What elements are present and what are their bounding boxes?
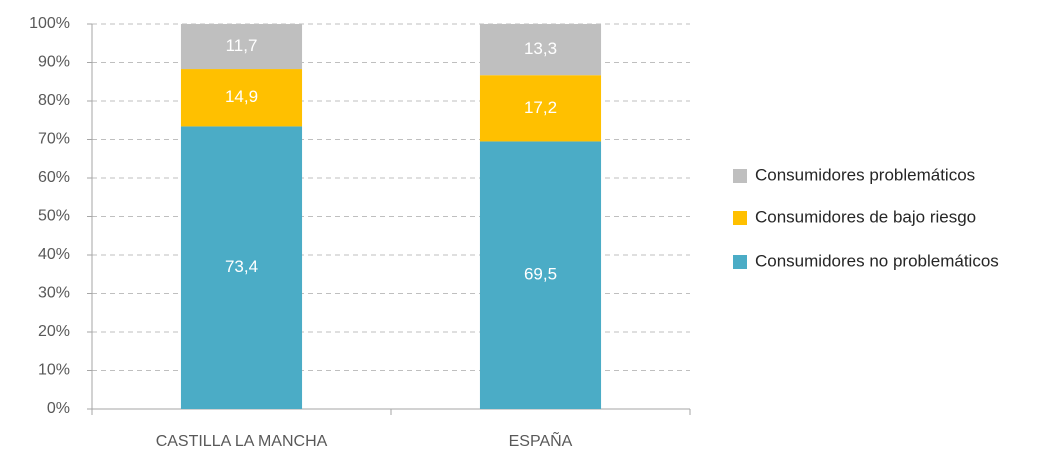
y-tick-label: 50% — [38, 208, 70, 225]
y-tick-label: 70% — [38, 131, 70, 148]
y-tick-label: 10% — [38, 362, 70, 379]
y-tick-label: 60% — [38, 169, 70, 186]
bar-segment — [479, 75, 602, 142]
data-label: 73,4 — [225, 257, 258, 276]
data-label: 17,2 — [524, 98, 557, 117]
y-tick-label: 0% — [47, 400, 70, 417]
y-tick-label: 30% — [38, 285, 70, 302]
y-tick-label: 90% — [38, 54, 70, 71]
data-label: 13,3 — [524, 39, 557, 58]
legend-label: Consumidores no problemáticos — [755, 251, 999, 270]
y-tick-label: 20% — [38, 323, 70, 340]
bar-segment — [180, 69, 303, 127]
y-tick-label: 100% — [29, 15, 70, 32]
bar-segment — [180, 126, 303, 409]
data-label: 14,9 — [225, 87, 258, 106]
y-tick-label: 80% — [38, 92, 70, 109]
legend-label: Consumidores de bajo riesgo — [755, 207, 976, 226]
bar-segment — [479, 141, 602, 410]
data-label: 69,5 — [524, 265, 557, 284]
legend-swatch — [733, 169, 747, 183]
legend-swatch — [733, 211, 747, 225]
data-label: 11,7 — [226, 36, 258, 55]
x-tick-label: CASTILLA LA MANCHA — [156, 433, 328, 450]
legend-label: Consumidores problemáticos — [755, 165, 975, 184]
bar-segment — [180, 24, 303, 70]
y-tick-label: 40% — [38, 246, 70, 263]
bar-segment — [479, 24, 602, 76]
x-tick-label: ESPAÑA — [509, 430, 573, 450]
legend-swatch — [733, 255, 747, 269]
